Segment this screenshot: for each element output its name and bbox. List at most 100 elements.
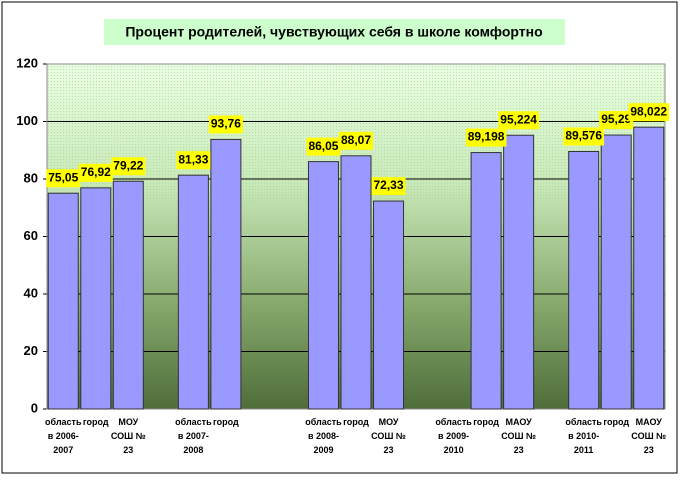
x-tick-label-line: МАОУ [636,417,663,427]
value-label-box [46,169,81,188]
value-label: 95,29 [599,111,634,130]
value-label-box [465,128,507,147]
value-label-text: 86,05 [308,139,338,153]
value-label-text: 98,022 [630,104,667,118]
x-tick-label-line: МАОУ [505,417,532,427]
bar [470,152,502,410]
x-tick-label: город [603,417,629,427]
value-label: 75,05 [46,169,81,188]
bar [340,155,372,410]
value-label-text: 88,07 [341,133,371,147]
value-label-box [306,137,341,156]
y-tick-label: 20 [24,343,38,358]
x-tick-label: МАОУ СОШ № 23 [631,417,666,455]
title-box [104,19,565,45]
value-label: 89,576 [563,127,605,146]
x-tick-label: область в 2009- 2010 [435,417,472,455]
bar [600,134,632,410]
x-tick-label-line: СОШ № [111,431,146,441]
bar [633,126,665,410]
x-tick-label: область в 2006- 2007 [45,417,82,455]
x-tick-label-line: 23 [123,445,133,455]
x-tick-label-line: город [343,417,369,427]
x-tick-label-line: город [473,417,499,427]
value-label-text: 81,33 [178,152,208,166]
value-label-box [111,157,146,176]
x-tick-label-line: область [45,417,82,427]
bar [210,138,242,410]
y-tick-label: 80 [24,170,38,185]
x-tick-label-line: в 2008- [308,431,339,441]
value-label-box [371,177,406,196]
x-tick-label-line: область [305,417,342,427]
value-label: 81,33 [176,151,211,170]
x-tick-label: город [83,417,109,427]
x-tick-label-line: город [83,417,109,427]
x-tick-label-line: в 2007- [178,431,209,441]
value-label: 79,22 [111,157,146,176]
bar [503,134,535,410]
value-label-box [78,163,113,182]
value-label: 89,198 [465,128,507,147]
x-tick-label-line: 2010 [444,445,464,455]
value-label: 72,33 [371,177,406,196]
value-label-text: 76,92 [81,165,111,179]
x-tick-label-line: в 2010- [568,431,599,441]
x-tick-label: город [213,417,239,427]
value-label-box [498,111,539,130]
value-label-box [563,127,605,146]
bar [568,150,600,410]
bar [47,192,79,410]
x-tick-label-line: область [565,417,602,427]
x-tick-label-line: город [213,417,239,427]
y-tick-label: 60 [24,228,38,243]
value-label: 95,224 [498,111,539,130]
value-label-text: 89,576 [565,129,602,143]
y-tick-label: 40 [24,285,38,300]
y-tick-label: 0 [31,400,38,415]
x-tick-label-line: МОУ [379,417,399,427]
value-label-text: 72,33 [374,178,404,192]
y-tick-label: 120 [16,55,38,70]
x-tick-label-line: город [603,417,629,427]
value-label: 88,07 [338,131,374,150]
value-label-box [208,115,243,134]
bar [373,200,405,410]
x-tick-label-line: СОШ № [501,431,536,441]
value-label: 86,05 [306,137,341,156]
x-tick-label-line: область [175,417,212,427]
x-tick-label: МОУ СОШ № 23 [111,417,146,455]
x-tick-label-line: 23 [384,445,394,455]
y-tick-label: 100 [16,113,38,128]
chart-title: Процент родителей, чувствующих себя в шк… [125,24,542,40]
bar [177,174,209,410]
value-label-text: 93,76 [211,117,241,131]
value-label-text: 79,22 [113,158,143,172]
value-label-box [338,131,374,150]
x-tick-label-line: в 2006- [48,431,79,441]
x-tick-label-line: СОШ № [631,431,666,441]
value-label: 93,76 [208,115,243,134]
value-label-text: 75,05 [48,170,78,184]
x-tick-label-line: 2008 [183,445,203,455]
bar [80,187,112,410]
value-label-box [599,111,634,130]
x-tick-label: МАОУ СОШ № 23 [501,417,536,455]
x-tick-label-line: 2009 [313,445,333,455]
x-tick-label: область в 2010- 2011 [565,417,602,455]
value-label: 98,022 [628,103,670,122]
x-tick-label: МОУ СОШ № 23 [371,417,406,455]
value-label-box [176,151,211,170]
x-tick-label: область в 2007- 2008 [175,417,212,455]
value-label-text: 95,224 [500,112,537,126]
x-tick-label-line: МОУ [118,417,138,427]
x-tick-label-line: 23 [514,445,524,455]
x-tick-label: область в 2008- 2009 [305,417,342,455]
x-tick-label-line: область [435,417,472,427]
x-tick-label-line: 2011 [574,445,594,455]
value-label-text: 95,29 [601,112,631,126]
x-tick-label-line: в 2009- [438,431,469,441]
x-tick-label-line: СОШ № [371,431,406,441]
x-tick-label-line: 2007 [53,445,73,455]
